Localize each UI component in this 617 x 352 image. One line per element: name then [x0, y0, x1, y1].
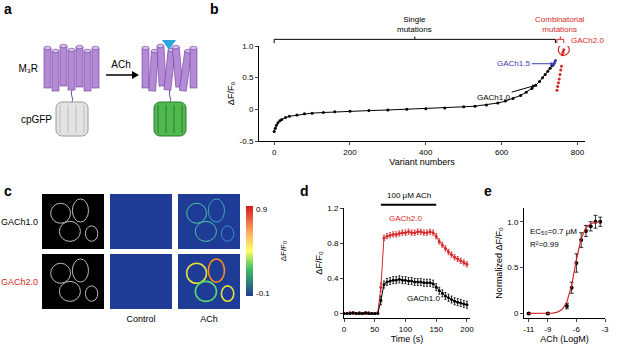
svg-text:-6: -6 [573, 325, 581, 334]
svg-text:0: 0 [334, 309, 339, 318]
svg-text:c: c [4, 183, 12, 199]
svg-text:-9: -9 [544, 325, 552, 334]
svg-text:Control: Control [126, 314, 155, 324]
svg-text:GACh2.0: GACh2.0 [571, 36, 604, 45]
svg-text:600: 600 [495, 148, 509, 157]
svg-text:0: 0 [249, 105, 254, 114]
svg-text:Normalized ΔF/F₀: Normalized ΔF/F₀ [494, 227, 504, 299]
svg-text:-0.1: -0.1 [256, 289, 270, 298]
svg-text:GACh2.0: GACh2.0 [1, 277, 38, 287]
svg-text:ΔF/F₀: ΔF/F₀ [279, 241, 288, 262]
svg-text:Singlemutations: Singlemutations [397, 15, 432, 34]
svg-text:EC₅₀=0.7 μM: EC₅₀=0.7 μM [530, 227, 577, 236]
svg-text:-0.5: -0.5 [240, 137, 254, 146]
svg-text:0: 0 [514, 309, 519, 318]
svg-text:M₃R: M₃R [18, 63, 38, 74]
svg-text:100: 100 [399, 325, 413, 334]
svg-text:GACh2.0: GACh2.0 [389, 214, 422, 223]
svg-text:0: 0 [272, 148, 277, 157]
svg-text:-3: -3 [601, 325, 609, 334]
svg-text:ACh (LogM): ACh (LogM) [540, 334, 589, 344]
svg-text:0.5: 0.5 [507, 263, 519, 272]
svg-text:400: 400 [419, 148, 433, 157]
svg-text:e: e [484, 183, 492, 199]
svg-text:ΔF/F₀: ΔF/F₀ [226, 82, 236, 106]
svg-text:a: a [4, 1, 12, 17]
svg-text:0.9: 0.9 [256, 205, 268, 214]
svg-text:800: 800 [571, 148, 585, 157]
svg-text:b: b [210, 1, 219, 17]
svg-text:GACh1.0: GACh1.0 [407, 294, 440, 303]
svg-text:ACh: ACh [111, 59, 130, 70]
svg-text:200: 200 [343, 148, 357, 157]
svg-text:-11: -11 [523, 325, 535, 334]
svg-text:d: d [300, 183, 309, 199]
svg-text:GACh1.0: GACh1.0 [1, 217, 38, 227]
svg-text:ΔF/F₀: ΔF/F₀ [314, 251, 324, 275]
svg-text:1.2: 1.2 [327, 204, 339, 213]
svg-text:ACh: ACh [200, 314, 218, 324]
svg-text:Variant numbers: Variant numbers [389, 157, 455, 167]
svg-text:0.8: 0.8 [327, 239, 339, 248]
svg-text:1.0: 1.0 [242, 42, 254, 51]
svg-text:GACh1.5: GACh1.5 [497, 59, 530, 68]
svg-text:100 μM ACh: 100 μM ACh [387, 191, 431, 200]
svg-text:1.0: 1.0 [507, 218, 519, 227]
svg-text:0.4: 0.4 [327, 274, 339, 283]
svg-text:Combinatorialmutations: Combinatorialmutations [535, 15, 585, 34]
svg-text:Time (s): Time (s) [391, 334, 424, 344]
svg-text:0: 0 [342, 325, 347, 334]
svg-text:cpGFP: cpGFP [21, 114, 52, 125]
svg-text:50: 50 [370, 325, 379, 334]
svg-text:GACh1.0: GACh1.0 [477, 93, 510, 102]
svg-text:R²=0.99: R²=0.99 [530, 240, 559, 249]
svg-text:150: 150 [430, 325, 444, 334]
svg-text:0.5: 0.5 [242, 73, 254, 82]
svg-text:200: 200 [460, 325, 474, 334]
